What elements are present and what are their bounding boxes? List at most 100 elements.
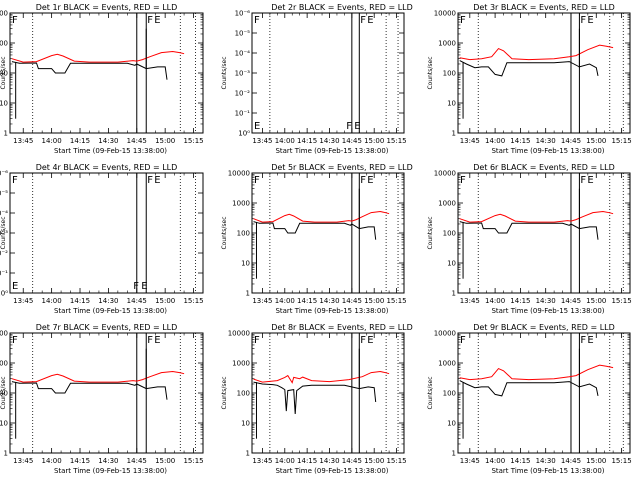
x-tick-label: 13:45 bbox=[252, 137, 272, 145]
chart-panel-9: Det 9r BLACK = Events, RED = LLD 1 10 100 10… bbox=[427, 323, 632, 475]
flag-marker-f: F bbox=[460, 175, 466, 186]
x-tick-label: 14:00 bbox=[42, 457, 62, 465]
y-tick-label: 10⁻⁵ bbox=[0, 190, 8, 198]
y-axis-label: Counts/sec bbox=[0, 216, 7, 249]
x-tick-label: 14:15 bbox=[70, 137, 90, 145]
y-tick-label: 10000 bbox=[0, 10, 8, 18]
y-axis-label: Counts/sec bbox=[0, 376, 7, 409]
y-tick-label: 10 bbox=[447, 260, 456, 268]
y-tick-label: 10000 bbox=[0, 330, 8, 338]
x-axis-label: Start Time (09-Feb-15 13:38:00) bbox=[491, 147, 604, 155]
chart-title: Det 8r BLACK = Events, RED = LLD bbox=[271, 323, 413, 332]
y-tick-label: 10⁰ bbox=[0, 290, 8, 298]
x-axis-label: Start Time (09-Feb-15 13:38:00) bbox=[54, 307, 167, 315]
y-tick-label: 10⁻⁵ bbox=[235, 30, 251, 38]
x-tick-label: 14:00 bbox=[485, 457, 505, 465]
y-axis-label: Counts/sec bbox=[221, 376, 228, 409]
flag-marker-e: E bbox=[587, 335, 593, 346]
x-tick-label: 14:15 bbox=[510, 137, 530, 145]
y-tick-label: 10⁻² bbox=[235, 90, 251, 98]
chart-title: Det 6r BLACK = Events, RED = LLD bbox=[473, 163, 615, 172]
x-tick-label: 13:45 bbox=[460, 137, 480, 145]
y-tick-label: 10 bbox=[447, 100, 456, 108]
x-tick-label: 14:00 bbox=[275, 137, 295, 145]
y-tick-label: 10⁻⁶ bbox=[0, 170, 8, 178]
events-series-line bbox=[459, 221, 599, 240]
y-tick-label: 100 bbox=[443, 390, 456, 398]
y-tick-label: 10⁻³ bbox=[0, 230, 8, 238]
y-tick-label: 10⁻⁴ bbox=[0, 210, 8, 218]
plot-frame bbox=[457, 172, 631, 294]
flag-marker-f: F bbox=[460, 335, 466, 346]
events-series-line bbox=[11, 61, 168, 80]
flag-marker-e: E bbox=[354, 121, 360, 132]
plot-frame bbox=[251, 12, 405, 134]
x-tick-label: 15:15 bbox=[386, 297, 406, 305]
flag-marker-f: F bbox=[147, 175, 153, 186]
chart-panel-3: Det 3r BLACK = Events, RED = LLD 1 10 100 10… bbox=[427, 3, 632, 155]
x-tick-label: 14:45 bbox=[561, 297, 581, 305]
flag-marker-e: E bbox=[141, 281, 147, 292]
y-tick-label: 10000 bbox=[434, 170, 456, 178]
x-tick-label: 14:45 bbox=[561, 137, 581, 145]
y-tick-label: 10⁻¹ bbox=[235, 110, 251, 118]
flag-marker-f: F bbox=[147, 15, 153, 26]
x-tick-label: 14:45 bbox=[342, 137, 362, 145]
flag-marker-e: E bbox=[154, 335, 160, 346]
x-tick-label: 14:00 bbox=[42, 137, 62, 145]
chart-panel-1: Det 1r BLACK = Events, RED = LLD 1 10 100 10… bbox=[0, 3, 204, 155]
y-tick-label: 100 bbox=[237, 390, 250, 398]
chart-title: Det 7r BLACK = Events, RED = LLD bbox=[36, 323, 178, 332]
x-tick-label: 14:30 bbox=[98, 457, 118, 465]
y-tick-label: 1000 bbox=[232, 360, 250, 368]
flag-marker-e: E bbox=[587, 15, 593, 26]
lld-series-line bbox=[11, 370, 185, 383]
flag-marker-f: F bbox=[147, 335, 153, 346]
x-tick-label: 14:15 bbox=[510, 297, 530, 305]
x-tick-label: 13:45 bbox=[13, 297, 33, 305]
x-tick-label: 15:00 bbox=[155, 457, 175, 465]
y-tick-label: 1 bbox=[246, 290, 250, 298]
y-tick-label: 10 bbox=[447, 420, 456, 428]
lld-series-line bbox=[253, 370, 390, 384]
x-tick-label: 13:45 bbox=[13, 137, 33, 145]
x-tick-label: 13:45 bbox=[460, 457, 480, 465]
chart-title: Det 5r BLACK = Events, RED = LLD bbox=[271, 163, 413, 172]
x-tick-label: 15:15 bbox=[183, 297, 203, 305]
y-tick-label: 100 bbox=[0, 70, 8, 78]
x-tick-label: 15:15 bbox=[611, 137, 631, 145]
x-tick-label: 15:15 bbox=[386, 137, 406, 145]
y-axis-label: Counts/sec bbox=[427, 376, 434, 409]
x-tick-label: 15:15 bbox=[611, 297, 631, 305]
x-axis-label: Start Time (09-Feb-15 13:38:00) bbox=[491, 307, 604, 315]
x-tick-label: 15:15 bbox=[386, 457, 406, 465]
flag-marker-f: F bbox=[360, 335, 366, 346]
flag-marker-f: F bbox=[360, 15, 366, 26]
y-tick-label: 10000 bbox=[434, 330, 456, 338]
flag-marker-f: F bbox=[12, 15, 18, 26]
x-tick-label: 15:00 bbox=[155, 297, 175, 305]
x-tick-label: 15:15 bbox=[611, 457, 631, 465]
chart-panel-6: Det 6r BLACK = Events, RED = LLD 1 10 100 10… bbox=[427, 163, 632, 315]
x-tick-label: 14:15 bbox=[70, 297, 90, 305]
x-tick-label: 15:00 bbox=[364, 137, 384, 145]
flag-marker-e: E bbox=[587, 175, 593, 186]
lld-series-line bbox=[253, 210, 390, 223]
y-tick-label: 100 bbox=[443, 70, 456, 78]
x-tick-label: 15:00 bbox=[586, 457, 606, 465]
x-tick-label: 14:00 bbox=[275, 457, 295, 465]
events-series-line bbox=[253, 221, 377, 240]
x-tick-label: 14:00 bbox=[42, 297, 62, 305]
chart-title: Det 2r BLACK = Events, RED = LLD bbox=[271, 3, 413, 12]
y-axis-label: Counts/sec bbox=[221, 216, 228, 249]
flag-marker-e: E bbox=[154, 15, 160, 26]
flag-marker-f: F bbox=[254, 15, 260, 26]
y-tick-label: 1000 bbox=[438, 200, 456, 208]
x-tick-label: 15:00 bbox=[155, 137, 175, 145]
x-tick-label: 14:15 bbox=[70, 457, 90, 465]
x-tick-label: 14:30 bbox=[319, 297, 339, 305]
x-tick-label: 14:45 bbox=[127, 457, 147, 465]
flag-marker-f: F bbox=[580, 175, 586, 186]
y-tick-label: 10⁰ bbox=[238, 130, 250, 138]
